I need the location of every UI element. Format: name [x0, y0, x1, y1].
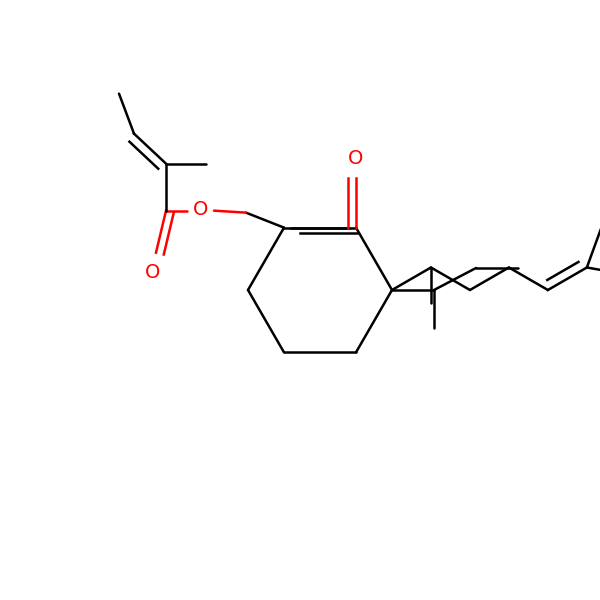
Text: O: O	[145, 263, 161, 281]
Text: O: O	[349, 149, 364, 167]
Text: O: O	[193, 200, 209, 219]
